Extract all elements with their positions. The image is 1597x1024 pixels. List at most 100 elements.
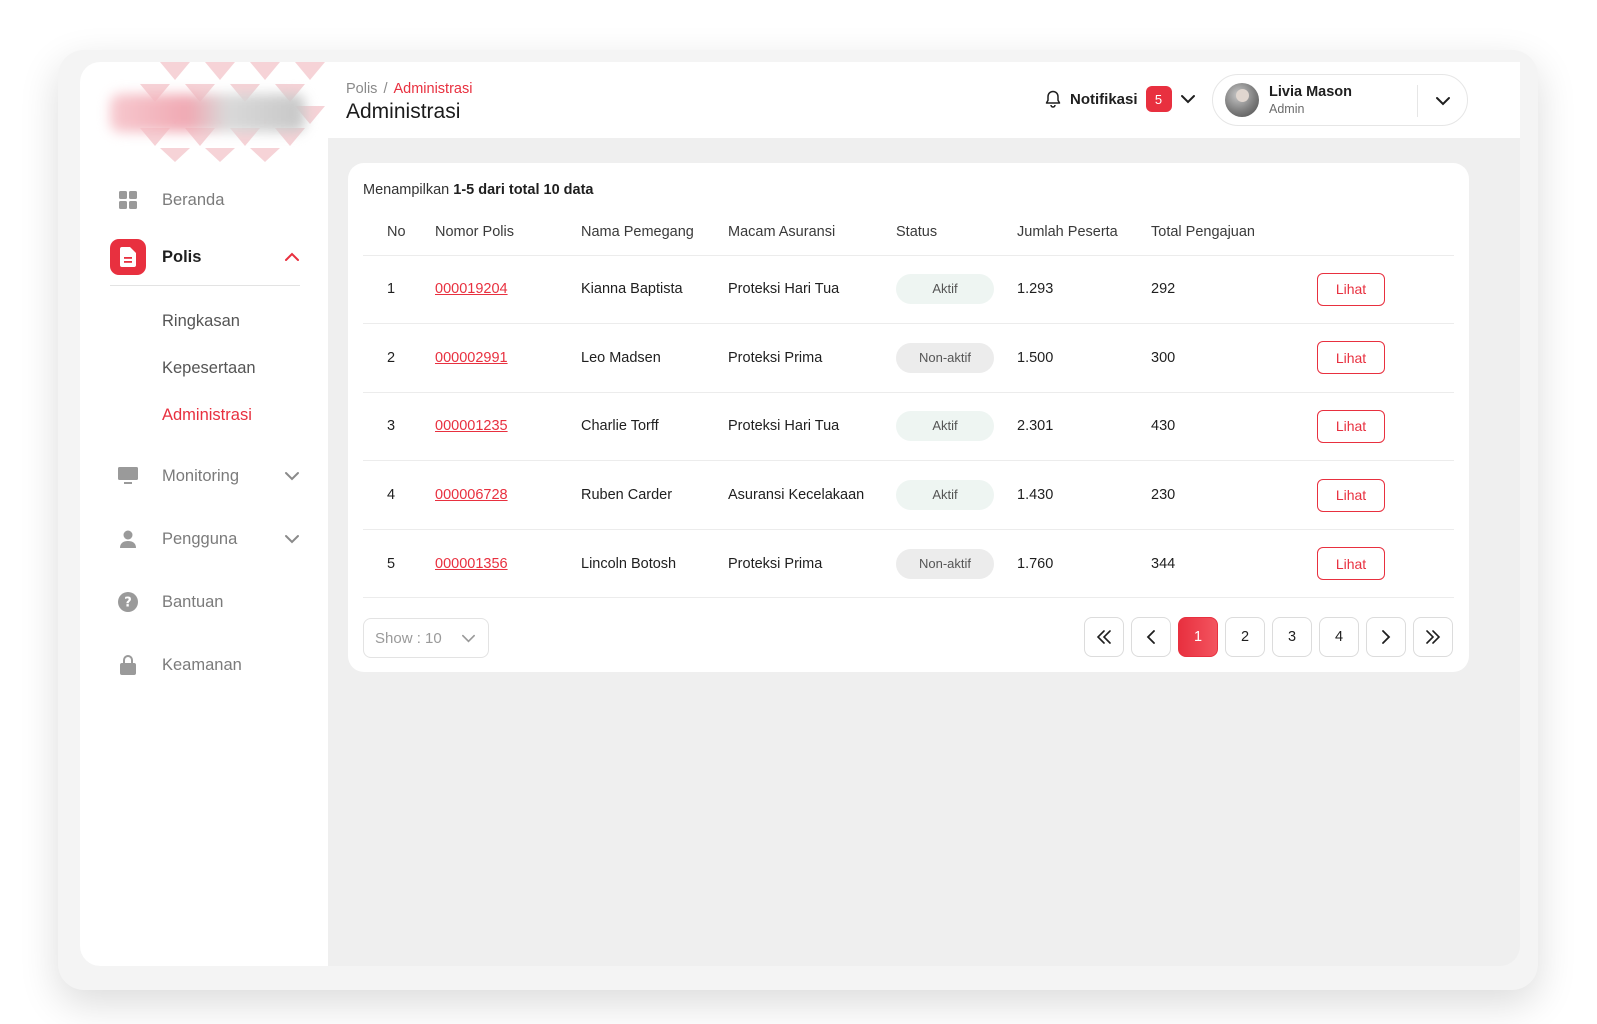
sidebar-item-label: Monitoring [162, 466, 240, 485]
double-chevron-right-icon [1426, 630, 1441, 644]
lihat-button[interactable]: Lihat [1317, 272, 1385, 306]
cell-no: 1 [363, 255, 435, 325]
lihat-button[interactable]: Lihat [1317, 341, 1385, 375]
chevron-left-icon [1146, 630, 1155, 644]
notification-badge: 5 [1145, 86, 1172, 112]
sidebar-item-label: Bantuan [162, 592, 224, 611]
notification-button[interactable]: Notifikasi 5 [1044, 86, 1196, 112]
avatar [1225, 83, 1259, 117]
sidebar-item-pengguna[interactable]: Pengguna [110, 519, 300, 559]
policy-number-link[interactable]: 000019204 [435, 281, 508, 298]
lihat-button[interactable]: Lihat [1317, 409, 1385, 443]
sidebar-item-polis[interactable]: Polis [110, 237, 300, 277]
cell-nama: Leo Madsen [581, 323, 728, 393]
chevron-down-icon[interactable] [284, 531, 300, 547]
last-page-button[interactable] [1413, 617, 1453, 657]
sidebar-item-label: Beranda [162, 190, 225, 209]
sidebar-subitem-kepesertaan[interactable]: Kepesertaan [162, 359, 256, 377]
user-menu-divider [1417, 85, 1418, 117]
table-row: 5 000001356 Lincoln Botosh Proteksi Prim… [363, 529, 1454, 599]
column-header-no: No [363, 209, 435, 256]
sidebar-item-monitoring[interactable]: Monitoring [110, 456, 300, 496]
cell-peserta: 1.500 [1017, 323, 1151, 393]
cell-peserta: 2.301 [1017, 392, 1151, 462]
user-icon [110, 521, 146, 557]
column-header-jumlah-peserta: Jumlah Peserta [1017, 209, 1151, 256]
cell-total: 300 [1151, 323, 1317, 393]
policy-table-card: Menampilkan 1-5 dari total 10 data No No… [348, 163, 1469, 672]
column-header-nomor-polis: Nomor Polis [435, 209, 581, 256]
chevron-down-icon[interactable] [284, 468, 300, 484]
status-badge: Non-aktif [896, 548, 994, 579]
column-header-total-pengajuan: Total Pengajuan [1151, 209, 1317, 256]
lihat-button[interactable]: Lihat [1317, 478, 1385, 512]
next-page-button[interactable] [1366, 617, 1406, 657]
policy-number-link[interactable]: 000001235 [435, 418, 508, 435]
policy-number-link[interactable]: 000006728 [435, 487, 508, 504]
user-role: Admin [1269, 102, 1305, 116]
column-header-status: Status [896, 209, 1017, 256]
cell-asuransi: Proteksi Prima [728, 323, 896, 393]
sidebar-item-keamanan[interactable]: Keamanan [110, 645, 300, 685]
policy-number-link[interactable]: 000001356 [435, 555, 508, 572]
table-row: 3 000001235 Charlie Torff Proteksi Hari … [363, 392, 1454, 462]
column-header-nama-pemegang: Nama Pemegang [581, 209, 728, 256]
lihat-button[interactable]: Lihat [1317, 547, 1385, 581]
cell-asuransi: Proteksi Hari Tua [728, 392, 896, 462]
cell-asuransi: Proteksi Hari Tua [728, 255, 896, 325]
page-size-select[interactable]: Show : 10 [363, 618, 489, 658]
cell-nama: Lincoln Botosh [581, 529, 728, 599]
breadcrumb-parent[interactable]: Polis [346, 81, 378, 97]
cell-peserta: 1.760 [1017, 529, 1151, 599]
help-icon: ? [110, 584, 146, 620]
cell-nama: Charlie Torff [581, 392, 728, 462]
breadcrumb-current: Administrasi [393, 81, 473, 97]
nav-divider [110, 285, 300, 286]
logo-blurred [110, 94, 305, 132]
status-badge: Aktif [896, 274, 994, 305]
page-size-value: Show : 10 [375, 629, 442, 647]
table-header-row: No Nomor Polis Nama Pemegang Macam Asura… [363, 209, 1454, 256]
sidebar-subitem-ringkasan[interactable]: Ringkasan [162, 312, 240, 330]
sidebar-item-label: Polis [162, 247, 202, 266]
table-row: 1 000019204 Kianna Baptista Proteksi Har… [363, 255, 1454, 325]
page-button-3[interactable]: 3 [1272, 617, 1312, 657]
results-summary-range: 1-5 dari total 10 data [453, 182, 594, 198]
sidebar-nav: Beranda Polis Ringkasan Kepesertaan Admi… [110, 180, 300, 685]
chevron-up-icon[interactable] [284, 249, 300, 265]
sidebar-subitem-administrasi[interactable]: Administrasi [162, 406, 252, 424]
results-summary-prefix: Menampilkan [363, 182, 454, 198]
prev-page-button[interactable] [1131, 617, 1171, 657]
cell-total: 430 [1151, 392, 1317, 462]
cell-no: 3 [363, 392, 435, 462]
cell-no: 4 [363, 460, 435, 530]
sidebar-item-label: Keamanan [162, 655, 242, 674]
cell-asuransi: Proteksi Prima [728, 529, 896, 599]
sidebar: Beranda Polis Ringkasan Kepesertaan Admi… [80, 62, 328, 966]
page-button-2[interactable]: 2 [1225, 617, 1265, 657]
cell-no: 2 [363, 323, 435, 393]
chevron-down-icon[interactable] [1180, 91, 1196, 107]
page-button-1[interactable]: 1 [1178, 617, 1218, 657]
sidebar-item-label: Pengguna [162, 529, 238, 548]
user-name: Livia Mason [1269, 84, 1352, 100]
cell-total: 292 [1151, 255, 1317, 325]
cell-no: 5 [363, 529, 435, 599]
table-row: 4 000006728 Ruben Carder Asuransi Kecela… [363, 460, 1454, 530]
chevron-down-icon[interactable] [1435, 93, 1451, 109]
page-button-4[interactable]: 4 [1319, 617, 1359, 657]
bell-icon [1045, 90, 1061, 108]
status-badge: Aktif [896, 480, 994, 511]
cell-total: 344 [1151, 529, 1317, 599]
double-chevron-left-icon [1096, 630, 1111, 644]
header: Polis / Administrasi Administrasi Notifika… [328, 62, 1520, 138]
cell-asuransi: Asuransi Kecelakaan [728, 460, 896, 530]
breadcrumb: Polis / Administrasi [346, 81, 472, 97]
policy-number-link[interactable]: 000002991 [435, 349, 508, 366]
sidebar-item-bantuan[interactable]: ? Bantuan [110, 582, 300, 622]
user-menu[interactable]: Livia Mason Admin [1212, 74, 1468, 126]
first-page-button[interactable] [1084, 617, 1124, 657]
lock-icon [110, 647, 146, 683]
chevron-right-icon [1382, 630, 1391, 644]
sidebar-item-beranda[interactable]: Beranda [110, 180, 300, 220]
